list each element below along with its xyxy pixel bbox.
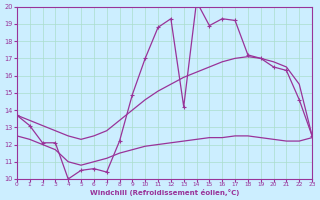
X-axis label: Windchill (Refroidissement éolien,°C): Windchill (Refroidissement éolien,°C)	[90, 189, 239, 196]
